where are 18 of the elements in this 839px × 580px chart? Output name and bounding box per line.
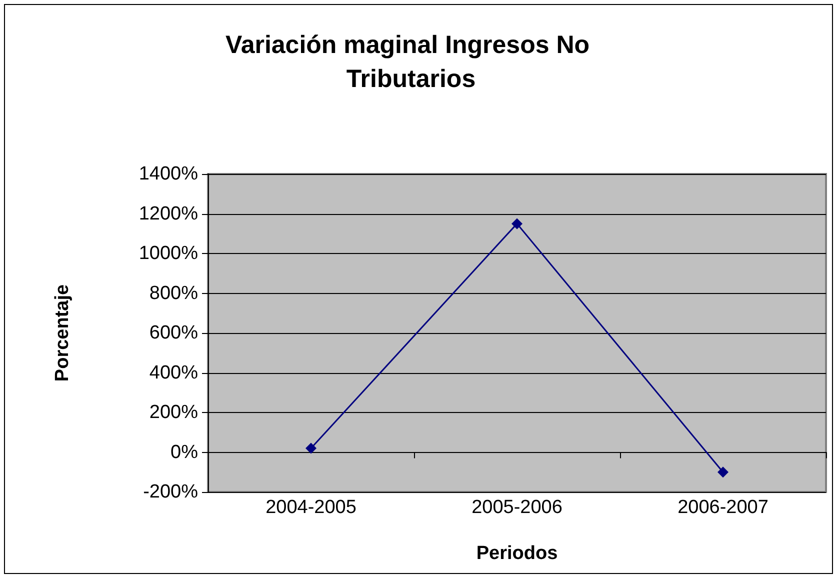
x-tick-label: 2004-2005: [266, 497, 356, 518]
x-tick-label: 2005-2006: [472, 497, 562, 518]
x-axis-title: Periodos: [476, 543, 558, 564]
y-tick-label: 600%: [149, 322, 198, 344]
y-tick-label: -200%: [143, 482, 198, 502]
y-tick-label: 400%: [149, 362, 198, 384]
y-tick-label: 0%: [170, 442, 198, 463]
point: [718, 466, 728, 478]
point: [306, 442, 316, 454]
y-axis-title: Porcentaje: [52, 284, 73, 382]
chart-title: Variación maginal Ingresos No Tributarios: [226, 31, 596, 93]
point: [512, 218, 522, 230]
x-tick-label: 2006-2007: [678, 497, 768, 518]
y-tick-label: 1000%: [138, 243, 198, 264]
y-tick-label: 800%: [149, 282, 198, 304]
y-tick-label: 200%: [149, 402, 198, 423]
y-tick-label: 1200%: [138, 203, 198, 224]
y-tick-label: 1400%: [138, 164, 198, 184]
